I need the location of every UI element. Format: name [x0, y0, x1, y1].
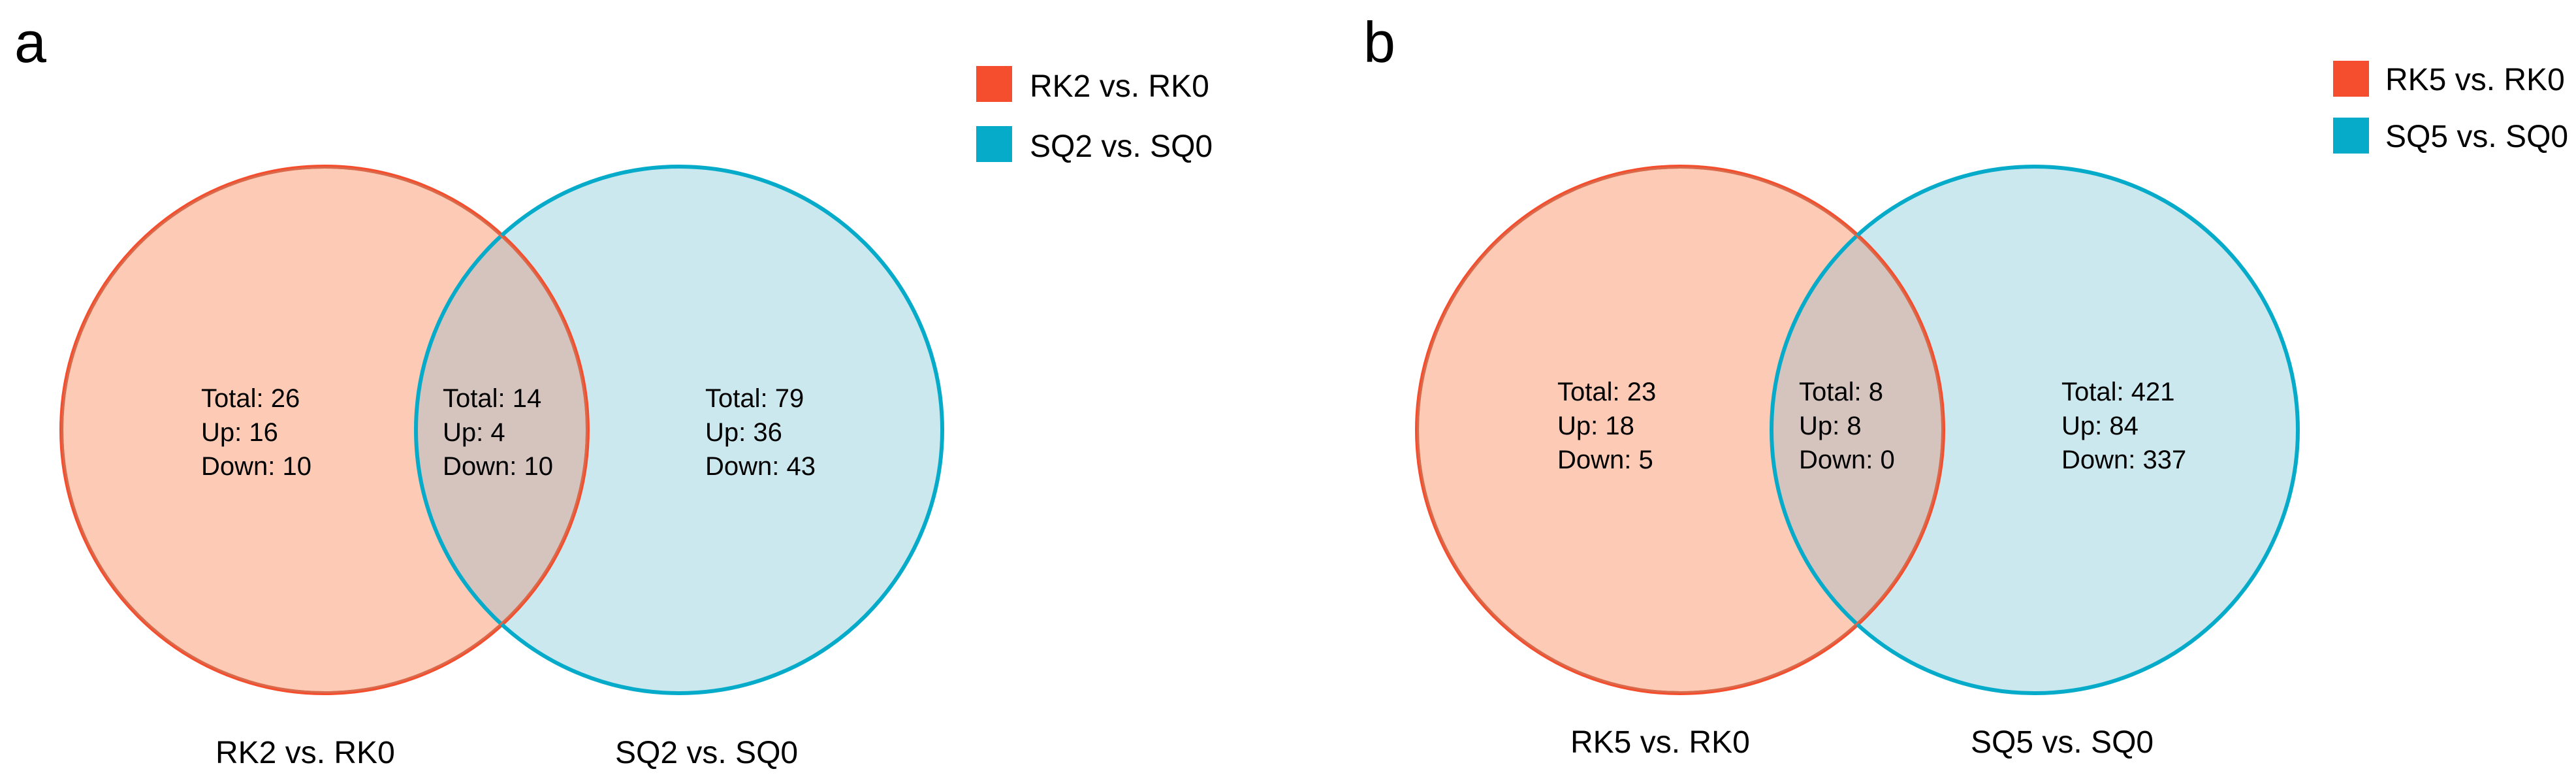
left-total-a: Total: 26 [201, 384, 300, 413]
left-total-b: Total: 23 [1557, 378, 1656, 406]
venn-overlap-a [416, 167, 588, 693]
set-label-left-a: RK2 vs. RK0 [215, 736, 395, 770]
right-total-a: Total: 79 [705, 384, 804, 413]
venn-overlap-b [1772, 167, 1943, 693]
overlap-up-b: Up: 8 [1799, 412, 1862, 440]
overlap-down-a: Down: 10 [443, 452, 553, 481]
overlap-up-a: Up: 4 [443, 418, 505, 447]
region-right-b: Total: 421 Up: 84 Down: 337 [2061, 378, 2186, 474]
panel-b: b RK5 vs. RK0 SQ5 vs. SQ0 Total: 23 Up: … [1363, 10, 2568, 760]
region-left-a: Total: 26 Up: 16 Down: 10 [201, 384, 311, 481]
overlap-total-b: Total: 8 [1799, 378, 1883, 406]
legend-label-right-a: SQ2 vs. SQ0 [1030, 129, 1213, 164]
overlap-total-a: Total: 14 [443, 384, 541, 413]
left-up-a: Up: 16 [201, 418, 278, 447]
right-up-b: Up: 84 [2061, 412, 2139, 440]
legend-label-left-b: RK5 vs. RK0 [2385, 63, 2565, 97]
region-left-b: Total: 23 Up: 18 Down: 5 [1557, 378, 1656, 474]
set-label-right-b: SQ5 vs. SQ0 [1971, 725, 2154, 760]
set-label-left-b: RK5 vs. RK0 [1570, 725, 1750, 760]
right-up-a: Up: 36 [705, 418, 782, 447]
right-down-a: Down: 43 [705, 452, 816, 481]
panel-a: a RK2 vs. RK0 SQ2 vs. SQ0 Total: 26 Up: … [14, 10, 1213, 770]
region-right-a: Total: 79 Up: 36 Down: 43 [705, 384, 816, 481]
venn-outline-right-b [1770, 165, 2300, 695]
set-label-right-a: SQ2 vs. SQ0 [615, 736, 798, 770]
right-total-b: Total: 421 [2061, 378, 2174, 406]
left-up-b: Up: 18 [1557, 412, 1634, 440]
legend-label-right-b: SQ5 vs. SQ0 [2385, 120, 2568, 154]
legend-label-left-a: RK2 vs. RK0 [1030, 69, 1209, 104]
left-down-a: Down: 10 [201, 452, 311, 481]
legend-swatch-blue-a [976, 126, 1012, 162]
panel-letter-b: b [1363, 10, 1395, 74]
region-overlap-b: Total: 8 Up: 8 Down: 0 [1799, 378, 1895, 474]
overlap-down-b: Down: 0 [1799, 446, 1895, 474]
panel-letter-a: a [14, 10, 46, 74]
legend-a: RK2 vs. RK0 SQ2 vs. SQ0 [976, 66, 1213, 164]
legend-swatch-red-b [2333, 61, 2369, 97]
left-down-b: Down: 5 [1557, 446, 1653, 474]
legend-swatch-red-a [976, 66, 1012, 102]
region-overlap-a: Total: 14 Up: 4 Down: 10 [443, 384, 553, 481]
legend-swatch-blue-b [2333, 118, 2369, 154]
right-down-b: Down: 337 [2061, 446, 2186, 474]
venn-outline-right-a [414, 165, 944, 695]
legend-b: RK5 vs. RK0 SQ5 vs. SQ0 [2333, 61, 2568, 154]
